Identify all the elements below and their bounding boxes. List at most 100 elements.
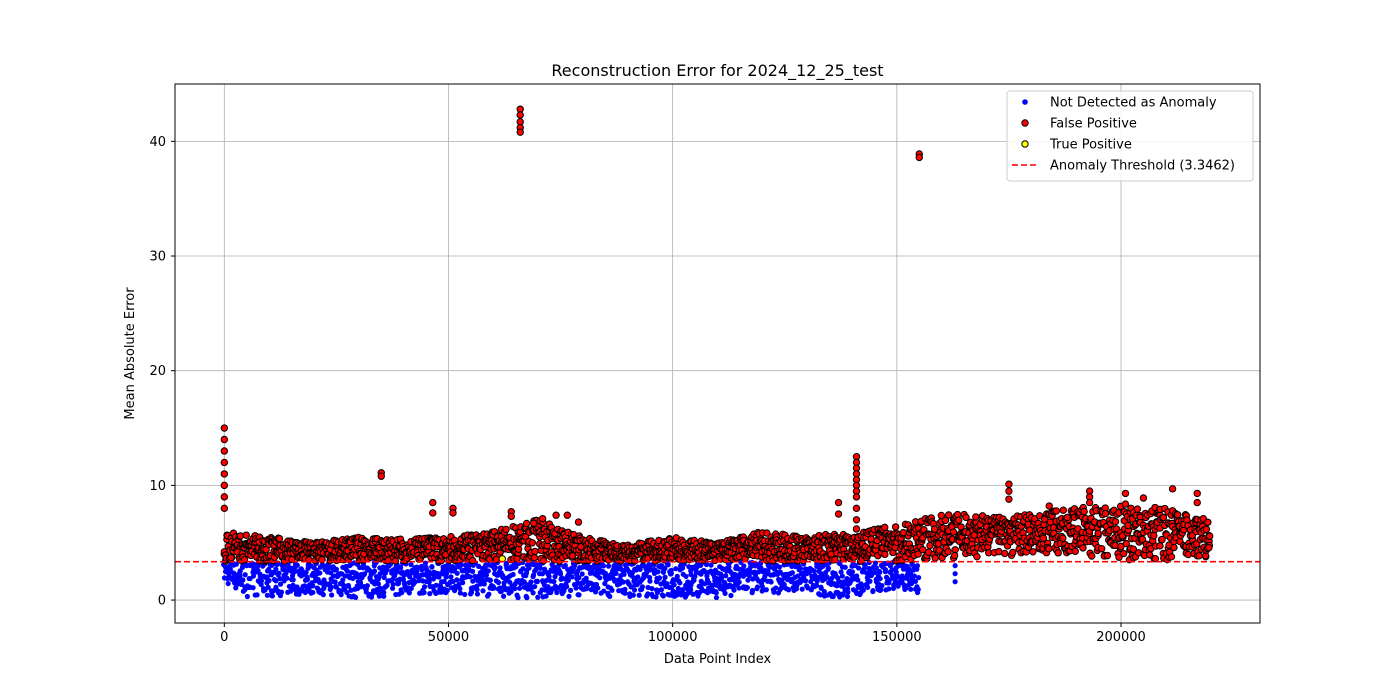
data-point <box>631 587 638 593</box>
data-point <box>1001 549 1009 558</box>
data-point <box>679 565 686 571</box>
data-point <box>257 571 263 577</box>
data-point <box>605 563 612 569</box>
data-point <box>799 586 805 592</box>
data-point <box>502 525 510 534</box>
data-point <box>507 579 513 585</box>
data-point <box>565 577 571 584</box>
data-point <box>1071 547 1079 555</box>
data-point <box>530 590 536 596</box>
data-point <box>433 582 439 588</box>
data-point <box>865 584 871 590</box>
data-point <box>469 568 476 574</box>
data-point <box>567 587 574 593</box>
data-point <box>856 565 862 571</box>
data-point <box>795 573 801 579</box>
data-point <box>756 569 762 575</box>
data-point <box>569 569 575 575</box>
x-tick-label: 50000 <box>428 630 469 645</box>
data-point <box>530 572 537 578</box>
data-point <box>759 588 765 594</box>
data-point <box>1193 498 1201 507</box>
data-point <box>467 574 473 580</box>
data-point <box>345 582 351 589</box>
data-point <box>688 571 694 578</box>
data-point <box>534 578 541 584</box>
data-point <box>908 586 914 592</box>
data-point <box>304 577 311 583</box>
data-point <box>628 584 634 590</box>
data-point <box>429 509 437 517</box>
data-point <box>1202 525 1211 533</box>
data-point <box>878 587 884 593</box>
data-point <box>390 581 396 587</box>
legend-marker <box>1021 119 1029 127</box>
data-point <box>583 575 589 581</box>
data-point <box>227 553 235 562</box>
data-point <box>622 590 628 596</box>
data-point <box>891 523 900 531</box>
y-axis-title: Mean Absolute Error <box>123 287 138 420</box>
data-point <box>1059 534 1067 542</box>
data-point <box>812 572 818 579</box>
data-point <box>845 589 851 595</box>
data-point <box>242 531 250 539</box>
data-point <box>273 566 279 572</box>
data-point <box>662 574 668 580</box>
data-point <box>952 571 958 577</box>
data-point <box>662 565 668 572</box>
data-point <box>1205 544 1213 552</box>
data-point <box>872 560 879 566</box>
data-point <box>1170 543 1178 552</box>
data-point <box>908 580 915 587</box>
data-point <box>441 578 447 585</box>
data-point <box>609 587 615 593</box>
data-point <box>380 564 386 570</box>
data-point <box>320 592 326 598</box>
data-point <box>284 575 290 581</box>
data-point <box>1193 489 1201 498</box>
series-1 <box>220 105 1214 565</box>
data-point <box>713 590 719 596</box>
data-point <box>381 574 387 581</box>
data-point <box>931 554 939 562</box>
data-point <box>233 561 239 567</box>
data-point <box>1205 532 1214 540</box>
data-point <box>915 153 923 162</box>
data-point <box>558 582 564 589</box>
data-point <box>723 573 729 579</box>
data-point <box>860 587 866 593</box>
data-point <box>220 504 229 513</box>
data-point <box>647 578 653 584</box>
data-point <box>1094 529 1102 538</box>
data-point <box>870 588 876 595</box>
data-point <box>830 593 836 600</box>
series-0 <box>221 559 958 601</box>
data-point <box>406 590 412 596</box>
data-point <box>579 571 585 577</box>
data-point <box>273 578 279 584</box>
data-point <box>728 592 734 599</box>
data-point <box>1080 507 1088 516</box>
data-point <box>422 560 429 566</box>
data-point <box>713 594 720 601</box>
data-point <box>516 585 523 591</box>
data-point <box>877 576 883 582</box>
data-point <box>546 573 552 580</box>
data-point <box>476 563 482 569</box>
data-point <box>877 569 883 575</box>
data-point <box>773 585 779 591</box>
y-tick-label: 0 <box>158 594 166 609</box>
data-point <box>690 591 696 597</box>
data-point <box>1005 480 1013 488</box>
data-point <box>1167 553 1176 561</box>
data-point <box>758 559 764 566</box>
data-point <box>919 546 927 554</box>
data-point <box>538 514 547 523</box>
data-point <box>503 560 510 566</box>
data-point <box>601 588 607 594</box>
data-point <box>220 458 229 467</box>
data-point <box>644 569 650 576</box>
data-point <box>754 584 761 590</box>
